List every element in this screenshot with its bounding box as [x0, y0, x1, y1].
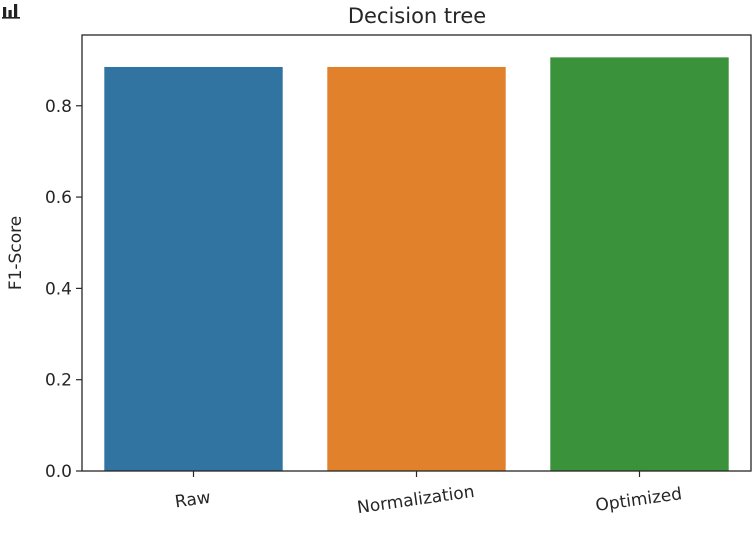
x-tick-label: Optimized: [594, 484, 683, 516]
bar-raw: [104, 66, 283, 472]
bar-optimized: [550, 57, 729, 472]
chart-title: Decision tree: [348, 4, 486, 28]
y-tick-label: 0.8: [45, 97, 72, 117]
y-tick-label: 0.6: [45, 188, 72, 208]
x-tick-label: Raw: [174, 488, 212, 513]
x-axis: Raw Normalization Optimized: [174, 471, 683, 518]
bars-group: [104, 57, 729, 472]
y-axis-title: F1-Score: [6, 216, 26, 290]
y-axis: 0.0 0.2 0.4 0.6 0.8: [45, 97, 82, 482]
bar-chart-icon[interactable]: [1, 1, 21, 19]
y-tick-label: 0.2: [45, 371, 72, 391]
bar-normalization: [327, 66, 506, 472]
x-tick-label: Normalization: [356, 482, 476, 518]
y-tick-label: 0.4: [45, 279, 72, 299]
y-tick-label: 0.0: [45, 462, 72, 482]
